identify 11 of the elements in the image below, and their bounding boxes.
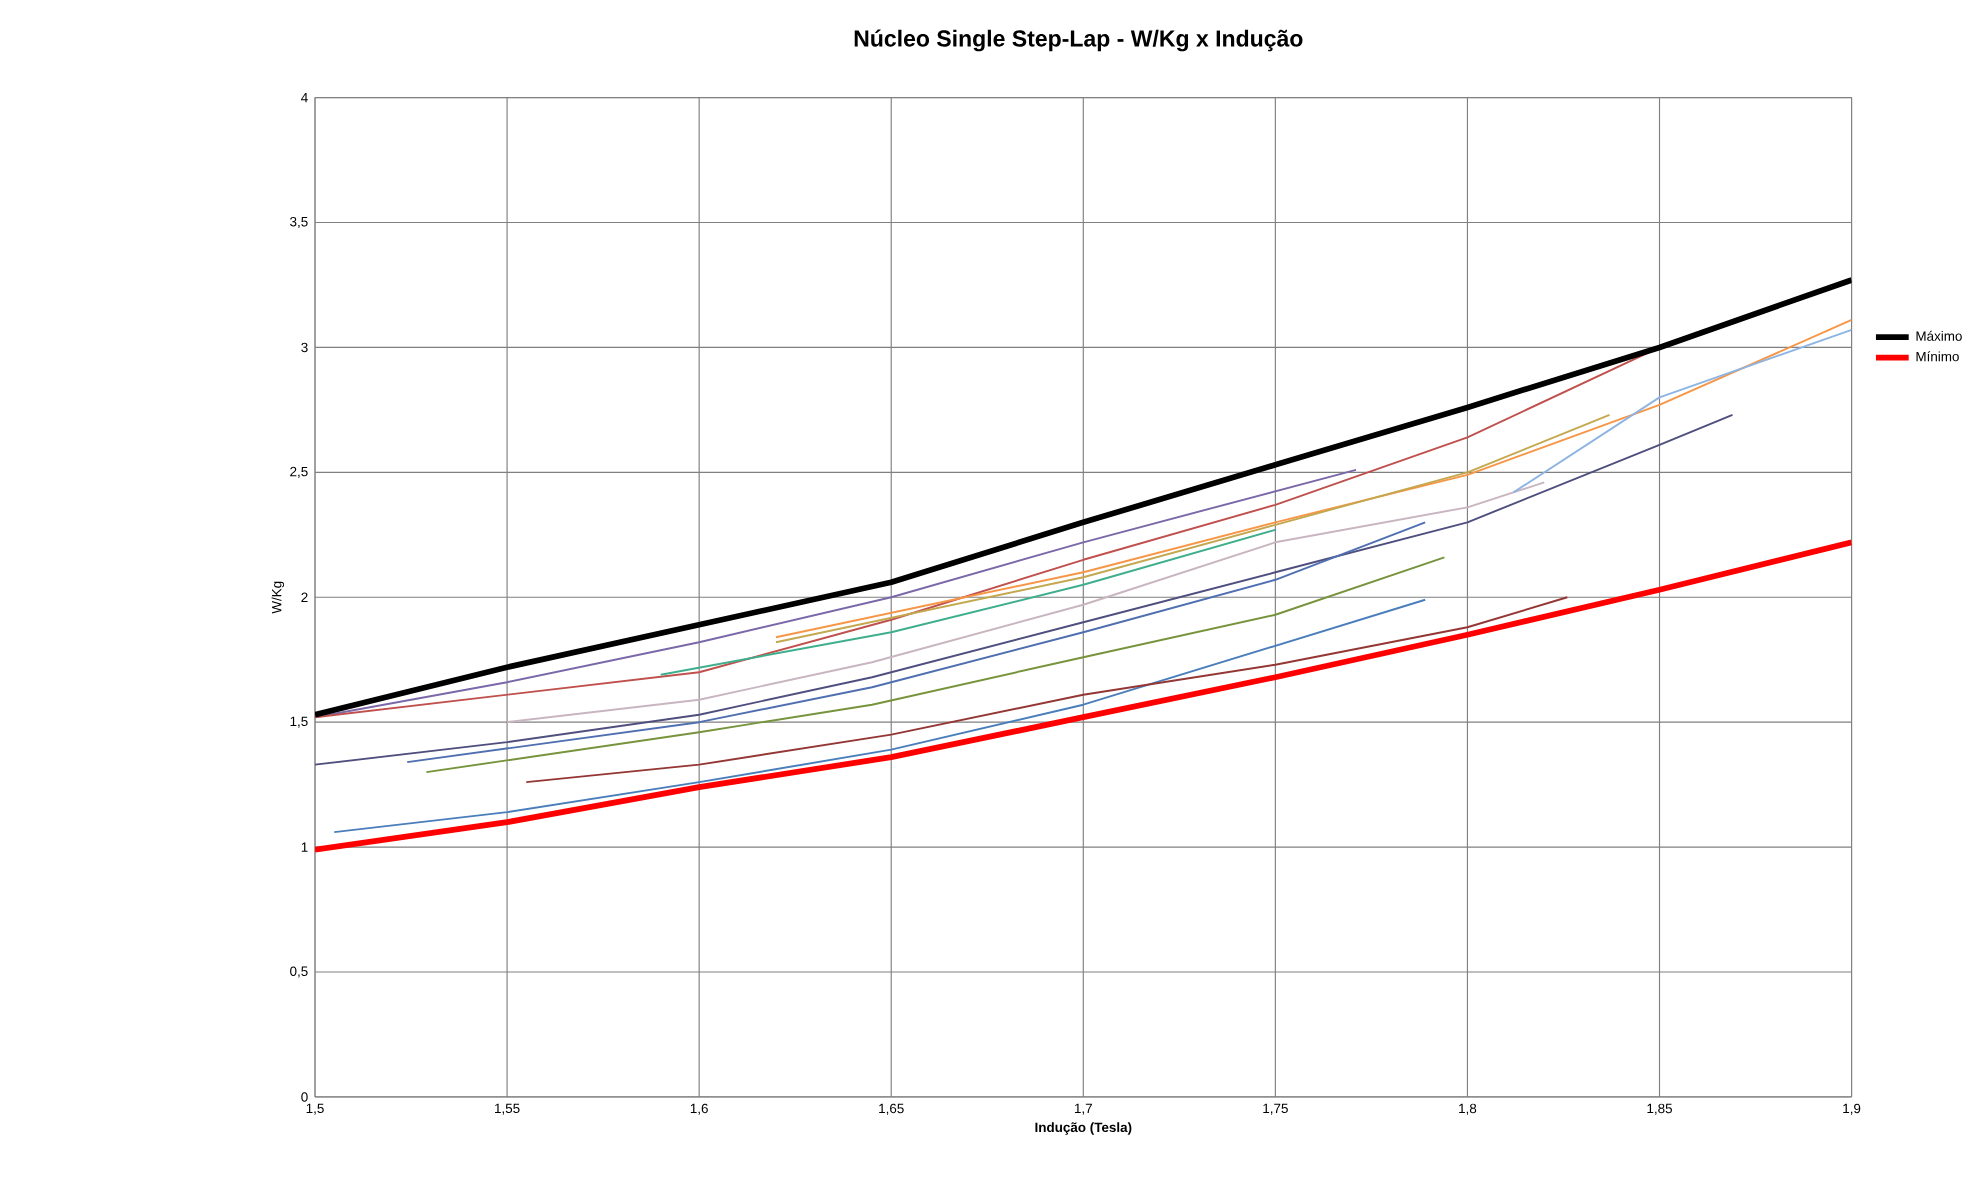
line-series	[506, 481, 1546, 724]
line-series	[425, 556, 1446, 774]
chart-title: Núcleo Single Step-Lap - W/Kg x Indução	[854, 29, 1303, 52]
line-series	[315, 413, 1734, 766]
line-series	[775, 413, 1611, 644]
line-series	[775, 319, 1852, 639]
line-series	[525, 596, 1569, 784]
line-series	[659, 528, 1277, 676]
line-series	[406, 521, 1427, 764]
line-series	[333, 598, 1427, 834]
line-series	[315, 539, 1852, 853]
